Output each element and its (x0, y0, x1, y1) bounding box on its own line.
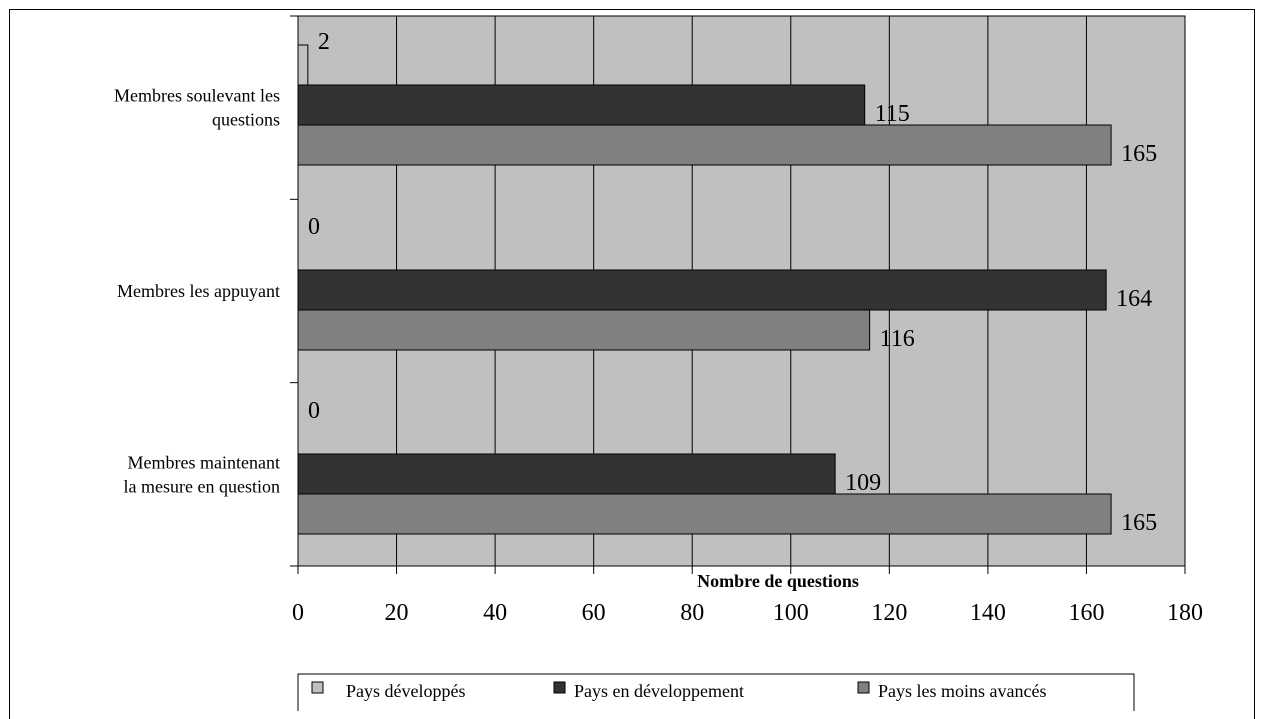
x-tick-label: 40 (483, 600, 507, 626)
category-label: la mesure en question (124, 476, 280, 496)
data-label: 2 (318, 29, 330, 55)
x-tick-label: 20 (385, 600, 409, 626)
legend-label: Pays les moins avancés (878, 681, 1046, 701)
legend-swatch (553, 681, 566, 694)
data-label: 165 (1121, 510, 1157, 536)
legend-swatch (311, 681, 324, 694)
data-label: 164 (1116, 286, 1152, 312)
data-label: 116 (880, 326, 915, 352)
legend-label: Pays développés (346, 681, 465, 701)
category-label: Membres soulevant les (114, 86, 280, 106)
x-tick-label: 100 (773, 600, 809, 626)
data-label: 0 (308, 398, 320, 424)
x-tick-label: 160 (1068, 600, 1104, 626)
data-label: 165 (1121, 141, 1157, 167)
legend-label: Pays en développement (574, 681, 744, 701)
bar-2-1 (297, 309, 871, 351)
x-tick-label: 60 (582, 600, 606, 626)
bar-0-0 (297, 44, 309, 86)
x-tick-label: 140 (970, 600, 1006, 626)
bar-1-0 (297, 84, 866, 126)
bar-1-2 (297, 453, 836, 495)
data-label: 115 (875, 101, 910, 127)
legend-swatch (857, 681, 870, 694)
x-tick-label: 120 (871, 600, 907, 626)
category-label: Membres maintenant (128, 452, 280, 472)
x-tick-label: 80 (680, 600, 704, 626)
x-tick-label: 0 (292, 600, 304, 626)
bar-2-2 (297, 493, 1112, 535)
category-label: questions (212, 110, 280, 130)
x-tick-label: 180 (1167, 600, 1203, 626)
legend-box (297, 673, 1135, 711)
bar-1-1 (297, 269, 1107, 311)
bar-2-0 (297, 124, 1112, 166)
x-axis-title: Nombre de questions (697, 571, 859, 591)
data-label: 109 (845, 470, 881, 496)
category-label: Membres les appuyant (117, 281, 280, 301)
data-label: 0 (308, 214, 320, 240)
